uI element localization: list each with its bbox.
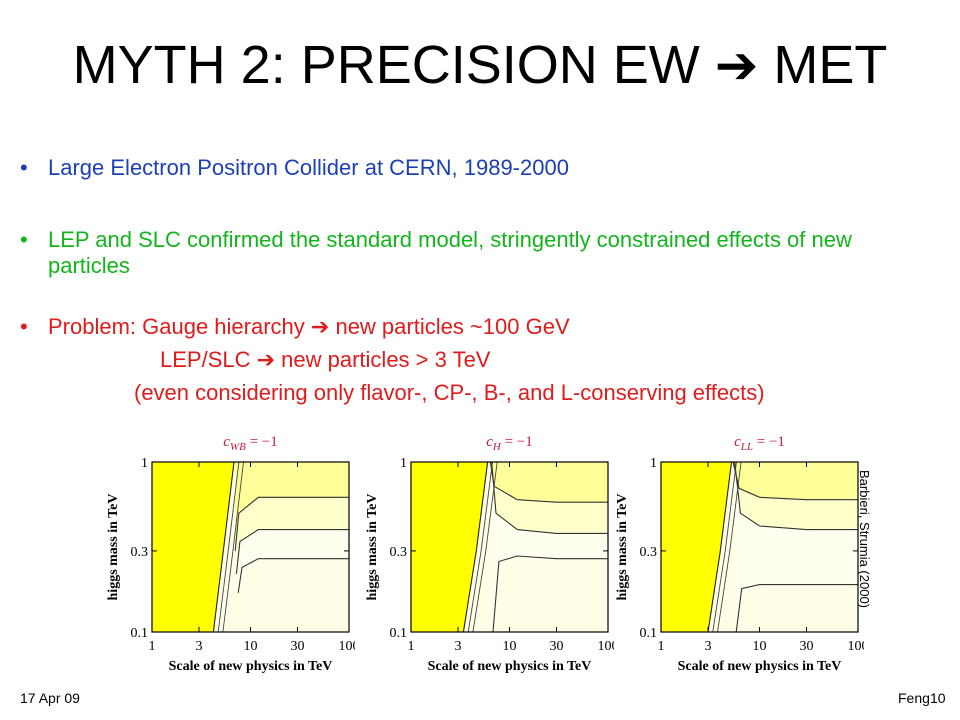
y-tick-label: 1 (400, 456, 407, 471)
contour-line (492, 555, 608, 632)
panel-title-var: c (486, 434, 493, 450)
bullet-3-text-a: Problem: Gauge hierarchy (48, 314, 311, 339)
contour-line (235, 529, 349, 574)
boundary-contour (717, 462, 742, 632)
problem-line-2-a: LEP/SLC (160, 347, 257, 372)
contour-band (235, 462, 349, 551)
panel-title-sub: LL (740, 441, 753, 453)
citation-credit: Barbieri, Strumia (2000) (857, 470, 892, 640)
slide-title: MYTH 2: PRECISION EW ➔ MET (0, 30, 960, 101)
excluded-boundary-line (462, 462, 489, 632)
x-tick-label: 10 (503, 639, 517, 654)
contour-line (734, 462, 858, 531)
x-tick-label: 100 (848, 639, 865, 654)
footer-author: Feng (898, 690, 930, 706)
x-axis-label: Scale of new physics in TeV (428, 659, 592, 674)
contour-band (490, 462, 608, 503)
y-tick-label: 0.1 (390, 626, 408, 641)
panel-title: cH = −1 (486, 434, 533, 453)
boundary-contour (217, 462, 240, 632)
title-right: MET (758, 35, 888, 95)
x-tick-label: 30 (290, 639, 304, 654)
title-arrow-icon: ➔ (714, 37, 759, 95)
bullet-1-text: Large Electron Positron Collider at CERN… (48, 155, 569, 180)
citation-text: Barbieri, Strumia (2000) (857, 470, 872, 608)
y-tick-label: 0.3 (640, 545, 658, 560)
bullet-dot: • (20, 227, 28, 252)
x-tick-label: 100 (598, 639, 615, 654)
excluded-boundary-line (212, 462, 235, 632)
x-tick-label: 10 (244, 639, 258, 654)
panel-title-rest: = −1 (246, 434, 278, 450)
bullet-dot: • (20, 155, 28, 180)
problem-line-3: (even considering only flavor-, CP-, B-,… (134, 380, 765, 405)
x-tick-label: 3 (704, 639, 711, 654)
contour-plot-cwb: 1 3 10 30 100 0.1 0.3 1 Scale of new physics in … (106, 434, 356, 674)
bullet-2-text: LEP and SLC confirmed the standard model… (48, 227, 852, 278)
footer-date: 17 Apr 09 (20, 690, 80, 706)
boundary-contour (467, 462, 493, 632)
contour-plot-cll: 1 3 10 30 100 0.1 0.3 1 Scale of new physics in … (615, 434, 865, 674)
panel-title-sub: WB (230, 441, 246, 453)
y-axis-label: higgs mass in TeV (106, 494, 121, 601)
x-tick-label: 30 (799, 639, 813, 654)
arrow-icon: ➔ (256, 347, 276, 372)
excluded-region (411, 462, 488, 632)
excluded-region (661, 462, 732, 632)
contour-line (491, 462, 608, 534)
contour-line (234, 496, 349, 551)
y-tick-label: 0.3 (131, 545, 149, 560)
plot-area (152, 462, 349, 632)
x-tick-label: 3 (454, 639, 461, 654)
y-tick-label: 1 (141, 456, 148, 471)
bullet-dot: • (20, 314, 28, 339)
x-axis-label: Scale of new physics in TeV (169, 659, 333, 674)
contour-band (733, 462, 858, 500)
panel-title-sub: H (492, 441, 502, 453)
contour-plot-ch: 1 3 10 30 100 0.1 0.3 1 Scale of new physics in … (365, 434, 615, 674)
footer-page-number: 10 (930, 690, 946, 706)
problem-line-2-b: new particles > 3 TeV (275, 347, 491, 372)
y-tick-label: 1 (650, 456, 657, 471)
contour-line (237, 558, 349, 593)
x-tick-label: 3 (195, 639, 202, 654)
x-tick-label: 1 (408, 639, 415, 654)
problem-line-2: LEP/SLC ➔ new particles > 3 TeV (160, 347, 490, 373)
plot-area (661, 462, 858, 632)
x-axis-label: Scale of new physics in TeV (678, 659, 842, 674)
panel-title: cLL = −1 (734, 434, 785, 453)
panel-title-rest: = −1 (501, 434, 533, 450)
panel-title: cWB = −1 (223, 434, 277, 453)
arrow-icon: ➔ (310, 314, 330, 339)
bullet-3-text: Problem: Gauge hierarchy ➔ new particles… (48, 314, 898, 340)
y-axis-label: higgs mass in TeV (615, 494, 630, 601)
y-tick-label: 0.1 (640, 626, 658, 641)
x-tick-label: 1 (149, 639, 156, 654)
y-tick-label: 0.3 (390, 545, 408, 560)
boundary-contour (712, 462, 737, 632)
boundary-contour (222, 462, 244, 632)
boundary-contour (472, 462, 498, 632)
plot-area (411, 462, 608, 632)
y-tick-label: 0.1 (131, 626, 149, 641)
y-axis-label: higgs mass in TeV (365, 494, 380, 601)
x-tick-label: 100 (339, 639, 356, 654)
panel-title-rest: = −1 (753, 434, 785, 450)
title-left: MYTH 2: PRECISION EW (72, 35, 715, 95)
contour-line (735, 584, 858, 632)
x-tick-label: 10 (753, 639, 767, 654)
x-tick-label: 1 (658, 639, 665, 654)
panel-title-var: c (223, 434, 230, 450)
panel-title-var: c (734, 434, 741, 450)
excluded-boundary-line (707, 462, 733, 632)
x-tick-label: 30 (549, 639, 563, 654)
bullet-3-text-b: new particles ~100 GeV (329, 314, 570, 339)
excluded-region (152, 462, 234, 632)
